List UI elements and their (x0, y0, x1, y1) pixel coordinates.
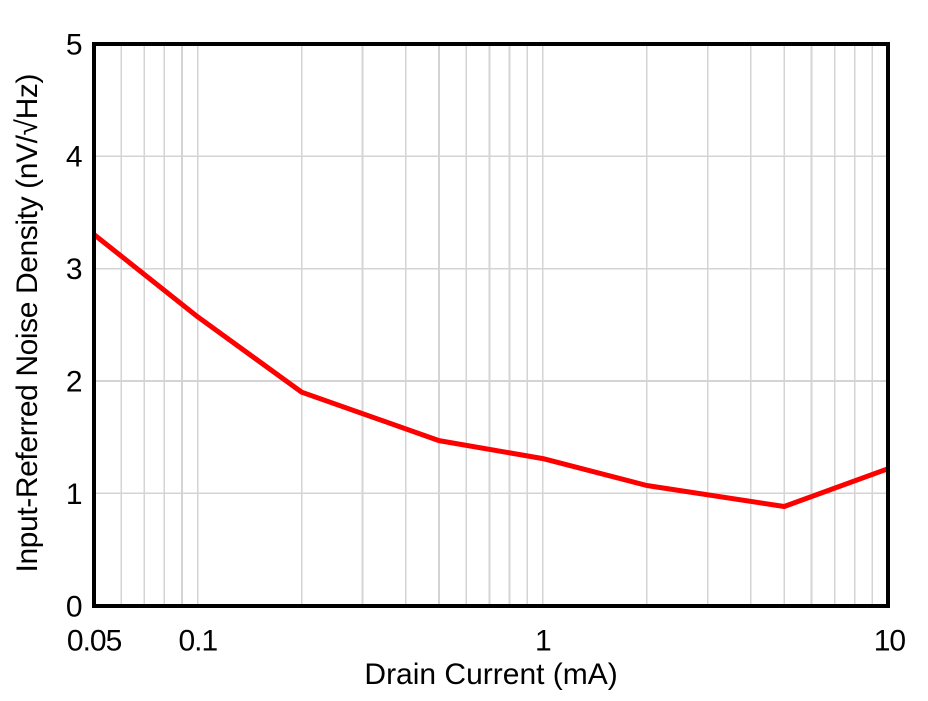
svg-text:0.1: 0.1 (178, 625, 217, 658)
svg-text:0: 0 (66, 590, 83, 623)
svg-text:2: 2 (66, 366, 83, 399)
svg-text:4: 4 (66, 141, 83, 174)
svg-text:1: 1 (535, 625, 551, 658)
svg-text:10: 10 (874, 625, 906, 658)
svg-text:Input-Referred Noise Density (: Input-Referred Noise Density (nV/√Hz) (11, 74, 44, 573)
svg-text:3: 3 (66, 253, 83, 286)
svg-text:Drain Current (mA): Drain Current (mA) (364, 658, 617, 691)
svg-text:5: 5 (66, 28, 83, 61)
svg-text:0.05: 0.05 (67, 625, 122, 658)
svg-text:1: 1 (66, 478, 83, 511)
